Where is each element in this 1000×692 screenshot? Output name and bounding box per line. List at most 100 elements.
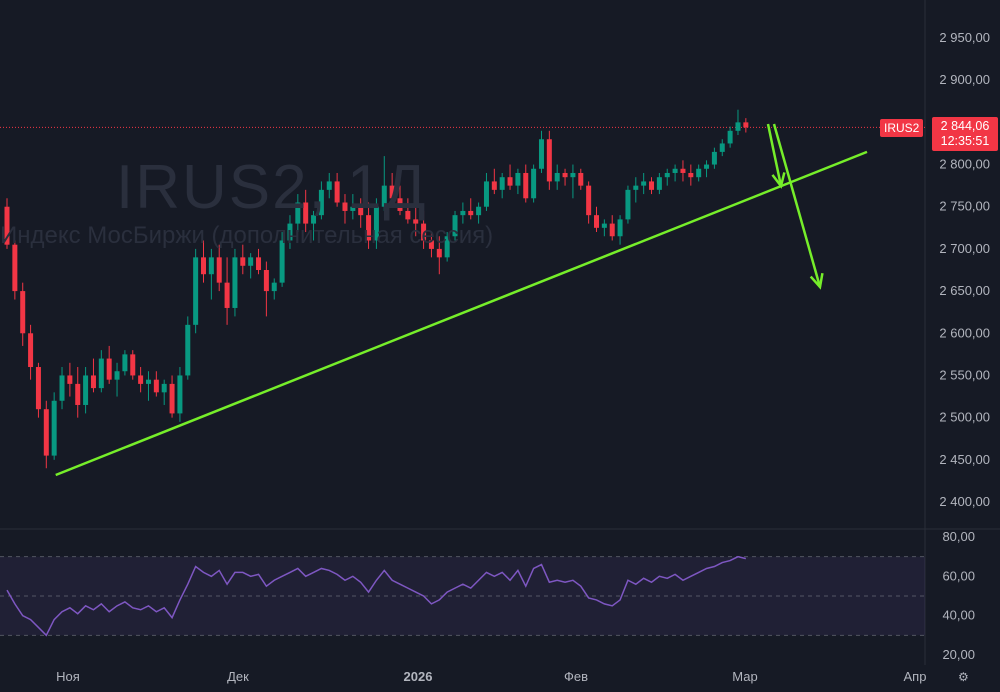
- candle-body: [366, 215, 372, 241]
- y-tick-label: 2 550,00: [939, 367, 990, 382]
- rsi-band-layer: [0, 556, 925, 636]
- candle-body: [98, 358, 104, 389]
- candle-body: [672, 168, 678, 173]
- candle-body: [696, 168, 702, 178]
- candle-body: [201, 257, 206, 275]
- candle-body: [295, 202, 301, 224]
- candle-body: [177, 375, 183, 414]
- symbol-tag[interactable]: IRUS2: [880, 119, 924, 137]
- candle-body: [263, 270, 269, 292]
- candle-body: [586, 185, 592, 216]
- y-tick-label: 2 400,00: [939, 494, 990, 509]
- candle-body: [75, 383, 81, 405]
- candle-body: [373, 206, 379, 241]
- x-tick-label: Фев: [564, 669, 588, 684]
- candle-body: [538, 139, 544, 169]
- candle-body: [476, 206, 482, 216]
- candle-body: [90, 375, 96, 389]
- candle-body: [185, 324, 191, 376]
- candle-body: [452, 215, 458, 237]
- candle-body: [413, 219, 419, 224]
- candle-body: [649, 181, 655, 190]
- candle-body: [35, 367, 41, 410]
- candle-body: [546, 139, 552, 182]
- candle-body: [358, 206, 364, 216]
- candle-body: [114, 371, 120, 380]
- candle-body: [727, 130, 733, 144]
- rsi-y-tick-label: 80,00: [942, 529, 975, 544]
- candle-body: [279, 240, 285, 283]
- candle-body: [153, 379, 159, 393]
- candle-body: [405, 210, 411, 220]
- candle-body: [515, 172, 521, 186]
- candle-body: [4, 206, 10, 245]
- y-tick-label: 2 650,00: [939, 283, 990, 298]
- candle-body: [735, 122, 741, 131]
- trendline-layer[interactable]: [55, 123, 868, 477]
- settings-icon[interactable]: ⚙: [958, 670, 969, 684]
- support-trendline: [55, 150, 868, 477]
- candle-body: [311, 215, 317, 224]
- candle-body: [483, 181, 489, 207]
- candle-body: [570, 172, 576, 178]
- candle-body: [342, 202, 348, 211]
- candle-body: [169, 383, 175, 414]
- x-tick-label: Апр: [904, 669, 927, 684]
- axis-layer: 2 950,00 2 900,00 2 800,00 2 750,00 2 700,00…: [56, 30, 990, 684]
- candle-body: [67, 375, 73, 384]
- x-tick-label: Мар: [732, 669, 757, 684]
- candle-body: [397, 198, 403, 211]
- candle-body: [389, 185, 395, 199]
- rsi-y-tick-label: 40,00: [942, 608, 975, 623]
- candle-body: [688, 172, 694, 178]
- candle-body: [20, 291, 26, 334]
- candle-body: [122, 354, 128, 372]
- candle-body: [381, 185, 387, 207]
- y-tick-label: 2 600,00: [939, 325, 990, 340]
- candle-body: [554, 172, 560, 182]
- candle-body: [625, 189, 631, 220]
- candle-body: [318, 189, 324, 216]
- last-price-badge[interactable]: 2 844,06 12:35:51: [932, 117, 998, 151]
- candle-body: [609, 223, 615, 237]
- candle-body: [59, 375, 65, 401]
- candle-body: [507, 177, 513, 186]
- candle-body: [161, 383, 167, 393]
- candle-body: [256, 257, 262, 270]
- countdown-label: 12:35:51: [940, 134, 990, 148]
- candle-body: [436, 248, 442, 258]
- candle-body: [491, 181, 497, 190]
- candle-body: [303, 202, 309, 224]
- candle-body: [641, 181, 647, 186]
- candle-body: [271, 282, 277, 292]
- rsi-y-tick-label: 20,00: [942, 647, 975, 662]
- candle-body: [106, 358, 112, 380]
- candle-body: [523, 172, 529, 199]
- candle-body: [224, 282, 230, 308]
- watermark-title: IRUS2, 1Д: [116, 153, 428, 222]
- candle-body: [216, 257, 222, 283]
- candle-body: [594, 215, 599, 228]
- candle-body: [428, 240, 434, 249]
- candle-body: [287, 223, 293, 241]
- candle-body: [232, 257, 238, 308]
- candle-body: [601, 223, 607, 228]
- candle-body: [326, 181, 332, 190]
- candle-body: [633, 185, 639, 190]
- candle-body: [562, 172, 568, 178]
- candle-body: [208, 257, 214, 275]
- candle-body: [51, 400, 57, 456]
- candle-body: [240, 257, 246, 266]
- forecast-arrow-head: [771, 172, 786, 189]
- candle-body: [656, 177, 662, 190]
- candle-layer[interactable]: [4, 109, 749, 469]
- y-tick-label: 2 800,00: [939, 157, 990, 172]
- candle-body: [334, 181, 340, 203]
- forecast-arrow-head: [809, 272, 824, 290]
- candle-body: [531, 168, 537, 199]
- candle-body: [617, 219, 623, 237]
- candle-body: [719, 143, 725, 152]
- candle-body: [248, 257, 254, 266]
- candle-body: [43, 409, 49, 456]
- last-price-label: 2 844,06: [940, 119, 990, 133]
